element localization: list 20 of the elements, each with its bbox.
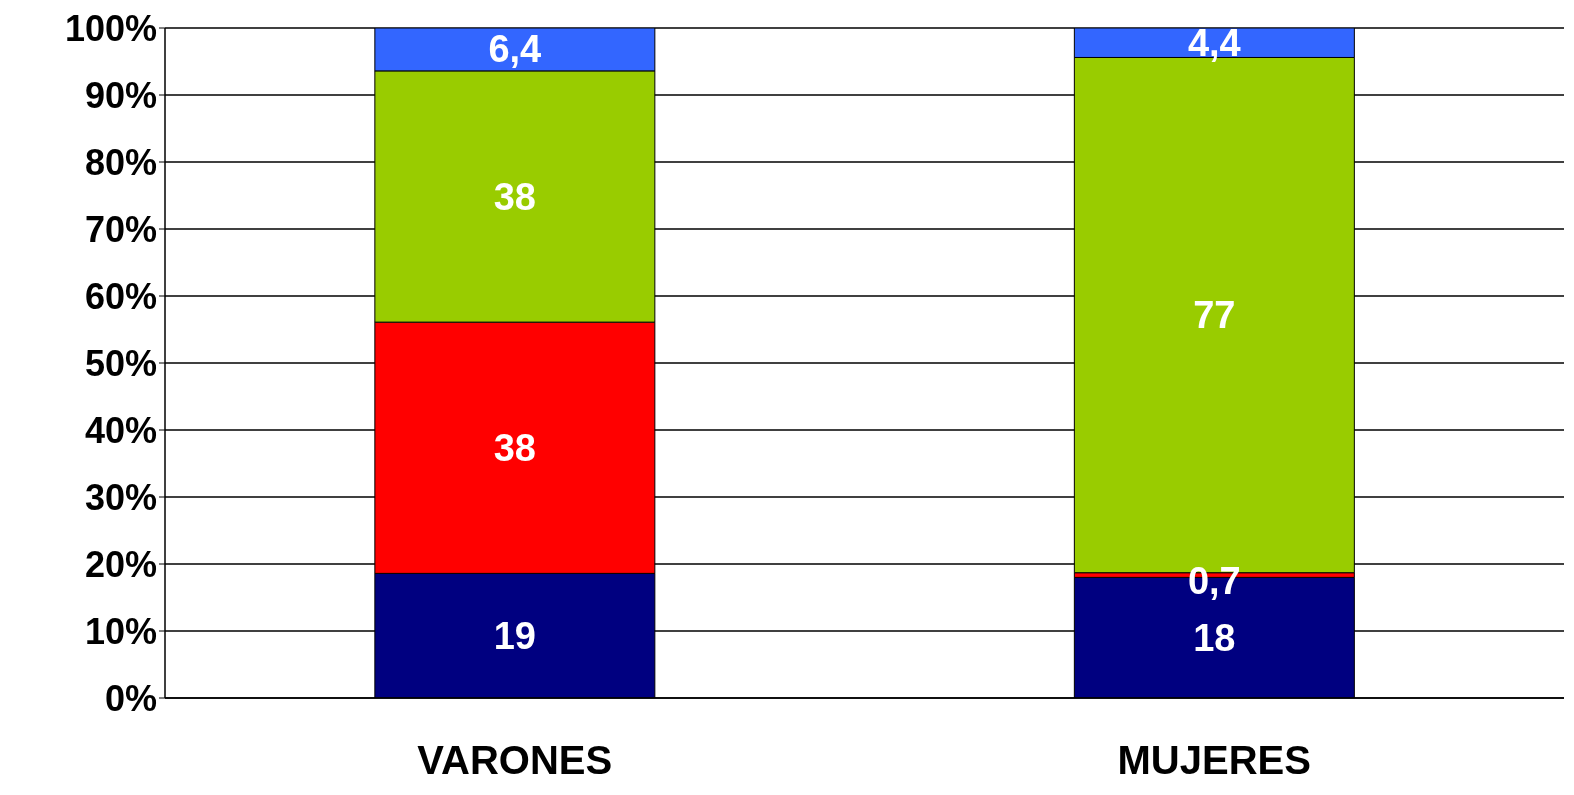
data-label: 77 — [1193, 294, 1236, 337]
x-tick-label: MUJERES — [1117, 738, 1311, 783]
data-label: 4,4 — [1187, 21, 1241, 64]
data-label: 19 — [493, 614, 536, 657]
y-tick-label: 40% — [84, 409, 157, 451]
data-label: 38 — [493, 175, 536, 218]
y-tick-label: 10% — [84, 610, 157, 652]
y-tick-label: 20% — [84, 543, 157, 585]
data-label: 38 — [493, 426, 536, 469]
y-tick-label: 80% — [84, 141, 157, 183]
y-tick-label: 60% — [84, 275, 157, 317]
y-tick-label: 0% — [104, 677, 157, 719]
y-tick-label: 90% — [84, 74, 157, 116]
x-tick-label: VARONES — [417, 738, 613, 783]
y-tick-label: 70% — [84, 208, 157, 250]
y-tick-label: 50% — [84, 342, 157, 384]
data-label: 6,4 — [488, 28, 542, 71]
y-tick-label: 100% — [64, 7, 157, 49]
y-tick-label: 30% — [84, 476, 157, 518]
data-label: 18 — [1193, 616, 1236, 659]
